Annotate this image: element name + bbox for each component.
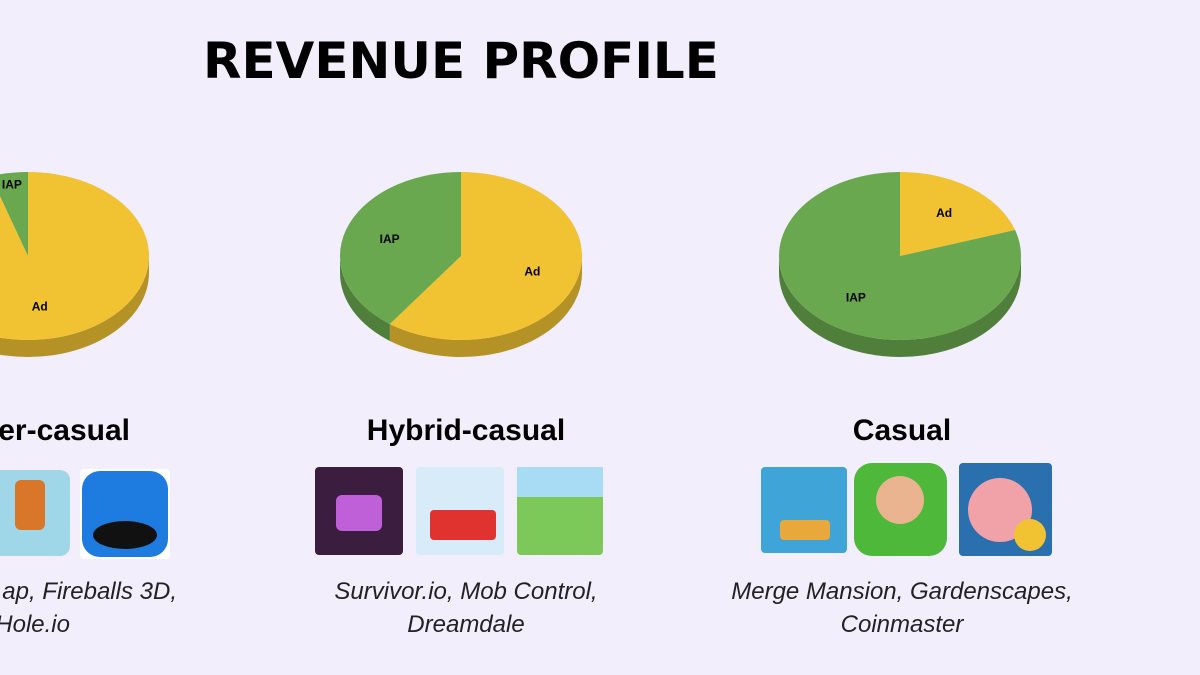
icons <box>0 463 1052 559</box>
icon <box>1014 519 1046 551</box>
caption: Coinmaster <box>841 611 965 638</box>
caption: Dreamdale <box>407 611 524 638</box>
caption: ap, Fireballs 3D, <box>2 578 177 605</box>
slice <box>900 172 1016 256</box>
slice-label: IAP <box>2 178 22 192</box>
icon <box>15 480 45 530</box>
icon <box>517 467 603 497</box>
icon <box>336 495 382 531</box>
slice <box>778 172 1021 341</box>
slice <box>340 172 461 324</box>
caption: Merge Mansion, Gardenscapes, <box>731 578 1073 605</box>
icon <box>968 478 1032 542</box>
slice <box>0 172 28 256</box>
slice-label: IAP <box>380 232 400 246</box>
slice-label: Ad <box>936 206 952 220</box>
slice-label: Ad <box>32 300 48 314</box>
icon <box>93 521 157 549</box>
slice-label: Ad <box>524 264 540 278</box>
slice <box>389 172 582 340</box>
chart-title: Hybrid-casual <box>367 414 565 447</box>
icon <box>430 510 496 540</box>
slice-side <box>779 256 1021 357</box>
slice-side <box>0 256 149 357</box>
chart-title: Casual <box>853 414 951 447</box>
slice <box>0 172 149 340</box>
slice-side <box>340 256 390 341</box>
slide-title: REVENUE PROFILE <box>203 32 719 90</box>
icon <box>761 467 847 553</box>
caption: Hole.io <box>0 611 70 638</box>
slice-side <box>389 256 582 358</box>
slice-label: IAP <box>846 290 866 304</box>
caption: Survivor.io, Mob Control, <box>334 578 597 605</box>
chart-title: er-casual <box>0 414 130 447</box>
icon <box>876 476 924 524</box>
icon <box>780 520 830 540</box>
